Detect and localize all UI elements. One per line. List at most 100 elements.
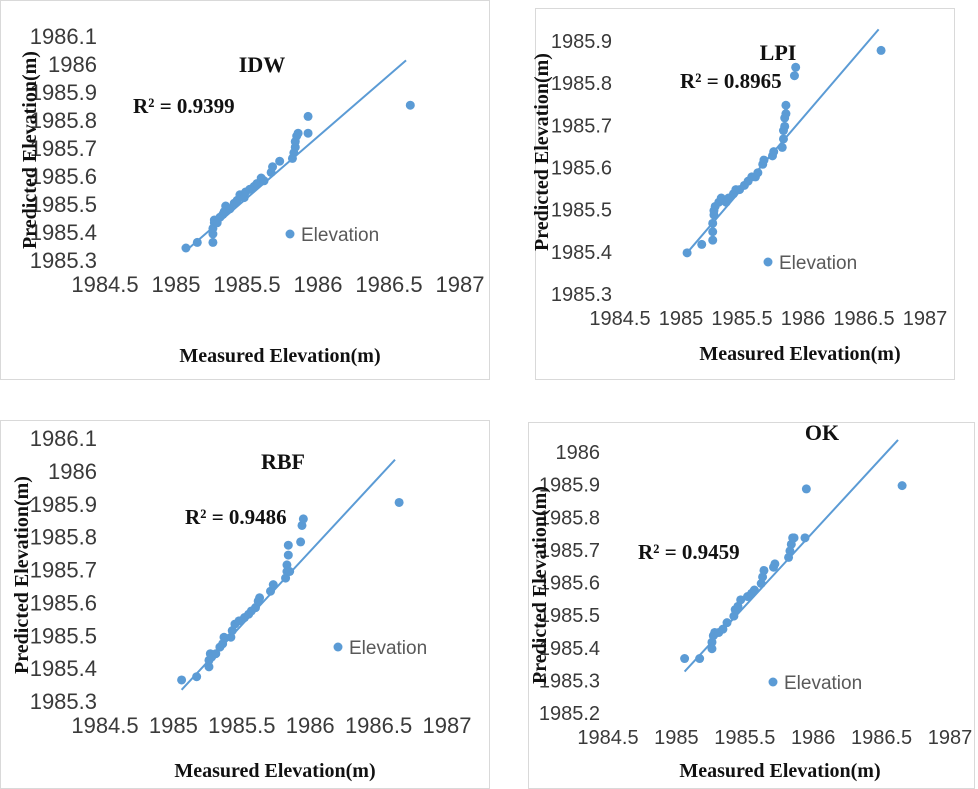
data-point — [707, 644, 717, 654]
data-point — [759, 565, 769, 575]
chart-title: LPI — [760, 40, 797, 65]
y-tick-label: 1986.1 — [30, 426, 97, 451]
y-tick-label: 1985.6 — [551, 158, 612, 180]
data-point — [204, 662, 214, 672]
y-tick-label: 1985.8 — [30, 108, 97, 133]
data-point — [682, 248, 692, 258]
x-tick-label: 1986.5 — [851, 727, 912, 749]
data-point — [177, 675, 187, 685]
x-tick-label: 1985.5 — [208, 713, 275, 738]
legend-label: Elevation — [779, 253, 857, 274]
y-tick-label: 1985.7 — [551, 115, 612, 137]
data-point — [259, 176, 269, 186]
data-point — [789, 71, 799, 81]
data-point — [781, 100, 791, 110]
data-point — [192, 672, 202, 682]
data-point — [753, 168, 763, 178]
data-point — [876, 45, 886, 55]
legend-marker — [333, 642, 343, 652]
y-tick-label: 1986 — [48, 459, 97, 484]
y-tick-label: 1985.5 — [539, 605, 600, 627]
data-point — [211, 649, 221, 659]
r-squared-label: R² = 0.9486 — [185, 505, 287, 529]
data-point — [708, 235, 718, 245]
chart-title: IDW — [239, 52, 285, 77]
y-tick-label: 1985.7 — [30, 136, 97, 161]
chart-panel-ok: 1985.2 1985.3 1985.4 1985.5 1985.6 1985.7 1985… — [528, 420, 975, 789]
x-tick-label: 1986 — [791, 727, 836, 749]
y-tick-label: 1985.8 — [551, 73, 612, 95]
data-point — [708, 227, 718, 237]
data-point — [759, 155, 769, 165]
x-tick-label: 1984.5 — [577, 727, 638, 749]
data-point — [736, 595, 746, 605]
data-point — [791, 62, 801, 72]
x-tick-label: 1987 — [903, 308, 948, 330]
data-point — [283, 540, 293, 550]
data-point — [268, 580, 278, 590]
chart-panel-idw: 1985.3 1985.4 1985.5 1985.6 1985.7 1985.8 1985… — [0, 0, 490, 380]
data-point — [303, 111, 313, 121]
data-point — [695, 654, 705, 664]
x-tick-label: 1985.5 — [714, 727, 775, 749]
data-point — [181, 243, 191, 253]
y-tick-label: 1985.3 — [551, 284, 612, 306]
y-tick-label: 1986 — [556, 442, 601, 464]
y-axis-label: Predicted Elevation(m) — [11, 476, 33, 674]
x-tick-label: 1986.5 — [355, 272, 422, 297]
data-point — [770, 559, 780, 569]
chart-panel-lpi: 1985.3 1985.4 1985.5 1985.6 1985.7 1985.8 1985… — [531, 8, 955, 380]
legend-label: Elevation — [301, 225, 379, 246]
data-point — [800, 533, 810, 543]
legend-marker — [763, 257, 773, 267]
chart-title: RBF — [261, 449, 305, 474]
data-point — [781, 109, 791, 119]
data-point — [283, 550, 293, 560]
data-point — [718, 624, 728, 634]
data-point — [394, 497, 404, 507]
x-axis-label: Measured Elevation(m) — [174, 760, 375, 782]
y-tick-label: 1985.6 — [30, 164, 97, 189]
y-tick-label: 1985.5 — [30, 623, 97, 648]
y-tick-label: 1985.5 — [551, 200, 612, 222]
data-point — [708, 218, 718, 228]
x-tick-label: 1987 — [423, 713, 472, 738]
y-tick-label: 1985.8 — [30, 525, 97, 550]
y-tick-label: 1985.4 — [30, 220, 97, 245]
data-point — [777, 142, 787, 152]
y-tick-label: 1985.4 — [551, 242, 612, 264]
data-point — [897, 481, 907, 491]
y-tick-label: 1985.3 — [30, 248, 97, 273]
x-axis-label: Measured Elevation(m) — [699, 343, 900, 365]
x-tick-label: 1987 — [436, 272, 485, 297]
x-axis-label: Measured Elevation(m) — [679, 760, 880, 782]
x-tick-label: 1985 — [654, 727, 699, 749]
x-tick-label: 1984.5 — [71, 713, 138, 738]
data-point — [219, 632, 229, 642]
data-point — [769, 147, 779, 157]
data-point — [680, 654, 690, 664]
data-point — [255, 593, 265, 603]
x-tick-label: 1985 — [152, 272, 201, 297]
y-tick-label: 1986.1 — [30, 24, 97, 49]
panel-border — [0, 0, 490, 380]
data-point — [268, 162, 278, 172]
x-tick-label: 1985.5 — [213, 272, 280, 297]
x-tick-label: 1986.5 — [345, 713, 412, 738]
x-tick-label: 1984.5 — [71, 272, 138, 297]
y-tick-label: 1985.8 — [539, 507, 600, 529]
y-axis-label: Predicted Elevation(m) — [19, 51, 41, 249]
y-axis-label: Predicted Elevation(m) — [531, 53, 553, 251]
y-tick-label: 1985.9 — [30, 492, 97, 517]
data-point — [722, 618, 732, 628]
y-tick-label: 1985.6 — [539, 573, 600, 595]
y-axis-label: Predicted Elevation(m) — [529, 486, 551, 684]
x-tick-label: 1986 — [286, 713, 335, 738]
data-point — [789, 533, 799, 543]
x-axis-label: Measured Elevation(m) — [179, 345, 380, 367]
y-tick-label: 1985.4 — [30, 656, 97, 681]
y-tick-label: 1985.2 — [539, 703, 600, 725]
x-tick-label: 1984.5 — [589, 308, 650, 330]
legend-marker — [768, 677, 778, 687]
